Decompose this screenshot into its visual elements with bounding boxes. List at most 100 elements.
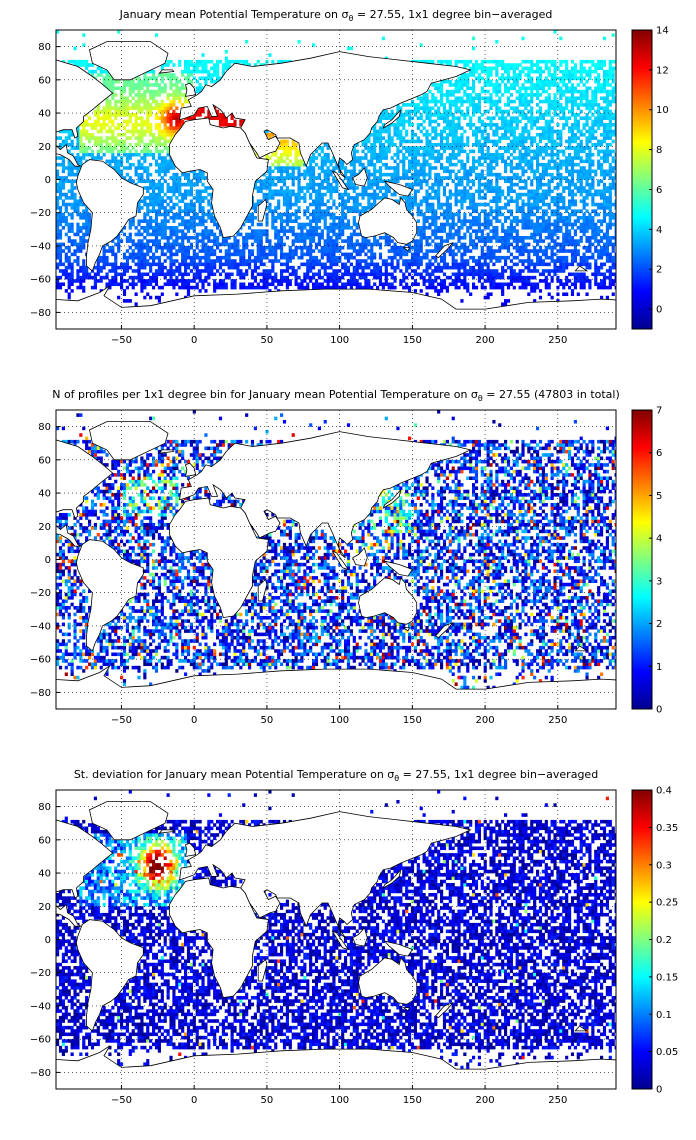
data-cell xyxy=(326,272,330,277)
data-cell xyxy=(70,282,74,287)
data-cell xyxy=(282,142,287,147)
data-cell xyxy=(157,139,161,144)
data-cell xyxy=(512,239,516,243)
data-cell xyxy=(434,196,438,200)
data-cell xyxy=(76,172,80,177)
data-cell xyxy=(530,202,534,207)
data-cell xyxy=(314,226,319,230)
data-cell xyxy=(582,262,586,267)
data-cell xyxy=(88,226,92,230)
data-cell xyxy=(422,235,426,240)
data-cell xyxy=(67,265,71,270)
data-cell xyxy=(114,139,118,144)
data-cell xyxy=(274,285,278,290)
data-cell xyxy=(373,239,377,243)
data-cell xyxy=(271,262,275,267)
data-cell xyxy=(341,229,345,233)
data-cell xyxy=(99,279,103,283)
data-cell xyxy=(457,285,461,290)
data-cell xyxy=(378,139,383,144)
data-cell xyxy=(137,249,141,253)
data-cell xyxy=(434,249,438,253)
data-cell xyxy=(58,162,63,167)
data-cell xyxy=(413,279,417,283)
data-cell xyxy=(82,226,86,230)
data-cell xyxy=(553,196,557,200)
data-cell xyxy=(227,245,231,250)
data-cell xyxy=(480,262,484,267)
data-cell xyxy=(297,216,301,220)
data-cell xyxy=(410,262,415,267)
data-cell xyxy=(210,272,214,277)
data-cell xyxy=(323,216,327,220)
data-cell xyxy=(108,279,112,283)
data-cell xyxy=(489,275,493,280)
data-cell xyxy=(428,259,432,263)
data-cell xyxy=(181,235,185,240)
data-cell xyxy=(117,139,121,144)
data-cell xyxy=(541,262,545,267)
data-cell xyxy=(271,132,275,137)
data-cell xyxy=(76,275,80,280)
data-cell xyxy=(434,216,438,220)
data-cell xyxy=(457,212,461,217)
data-cell xyxy=(282,275,287,280)
data-cell xyxy=(262,229,266,233)
data-cell xyxy=(178,272,182,277)
data-cell xyxy=(344,239,348,243)
data-cell xyxy=(373,189,377,194)
data-cell xyxy=(410,159,415,164)
data-cell xyxy=(242,285,246,290)
data-cell xyxy=(128,245,132,250)
data-cell xyxy=(186,279,191,283)
data-cell xyxy=(565,169,569,174)
data-cell xyxy=(181,229,185,233)
data-cell xyxy=(320,265,324,270)
data-cell xyxy=(570,202,575,207)
data-cell xyxy=(521,252,525,257)
data-cell xyxy=(160,269,164,273)
data-cell xyxy=(515,206,519,210)
data-cell xyxy=(428,149,432,154)
data-cell xyxy=(70,275,74,280)
data-cell xyxy=(434,142,438,147)
data-cell xyxy=(268,206,272,210)
data-cell xyxy=(533,282,537,287)
data-cell xyxy=(157,169,161,174)
data-cell xyxy=(271,189,275,194)
data-cell xyxy=(216,242,220,247)
data-cell xyxy=(416,179,420,184)
data-cell xyxy=(56,212,60,217)
data-cell xyxy=(230,282,234,287)
data-cell xyxy=(335,189,339,194)
data-cell xyxy=(280,245,284,250)
data-cell xyxy=(309,279,313,283)
data-cell xyxy=(166,152,170,157)
data-cell xyxy=(256,265,260,270)
data-cell xyxy=(376,176,380,180)
data-cell xyxy=(570,239,575,243)
data-cell xyxy=(440,206,444,210)
data-cell xyxy=(509,275,513,280)
data-cell xyxy=(256,245,260,250)
data-cell xyxy=(605,212,609,217)
data-cell xyxy=(245,272,249,277)
data-cell xyxy=(122,166,127,170)
data-cell xyxy=(105,159,109,164)
data-cell xyxy=(309,262,313,267)
data-cell xyxy=(323,176,327,180)
data-cell xyxy=(428,172,432,177)
data-cell xyxy=(541,156,545,160)
data-cell xyxy=(544,136,548,140)
data-cell xyxy=(422,219,426,223)
data-cell xyxy=(134,232,138,237)
data-cell xyxy=(64,265,68,270)
data-cell xyxy=(472,196,476,200)
data-cell xyxy=(140,245,144,250)
data-cell xyxy=(314,162,319,167)
data-cell xyxy=(477,235,481,240)
data-cell xyxy=(143,199,147,203)
data-cell xyxy=(224,275,228,280)
data-cell xyxy=(536,206,540,210)
data-cell xyxy=(419,229,423,233)
